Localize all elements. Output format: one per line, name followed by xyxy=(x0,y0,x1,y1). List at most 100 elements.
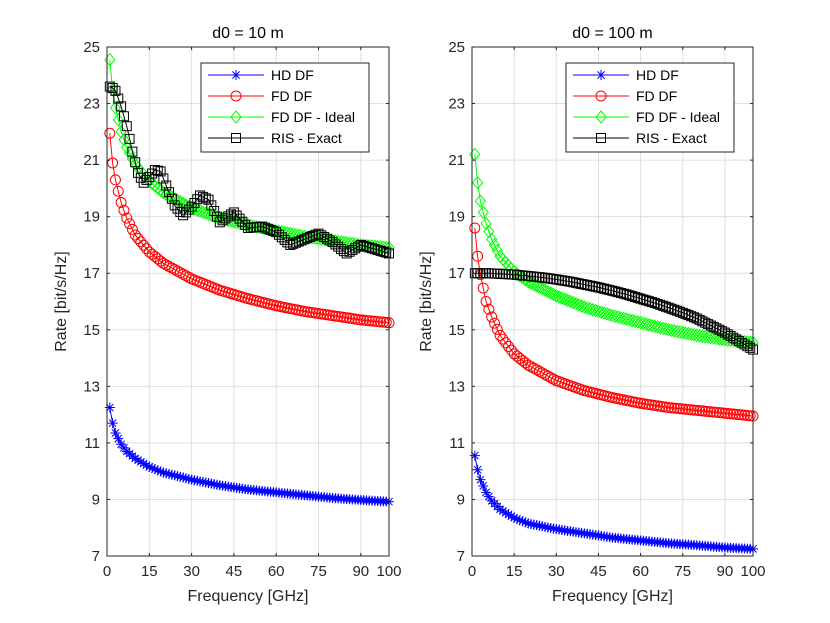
data-point xyxy=(481,487,492,498)
y-tick-label: 11 xyxy=(449,435,465,452)
data-point xyxy=(107,83,118,94)
data-point xyxy=(138,177,149,188)
data-point xyxy=(178,472,189,483)
data-point xyxy=(149,165,160,176)
data-point xyxy=(163,260,175,272)
data-point xyxy=(141,460,152,471)
data-point xyxy=(121,212,133,224)
data-point xyxy=(579,279,590,290)
data-point xyxy=(540,521,551,532)
data-point xyxy=(124,133,135,144)
data-point xyxy=(172,265,183,277)
data-point xyxy=(109,101,122,115)
data-point xyxy=(725,330,736,341)
data-point xyxy=(324,235,335,246)
y-tick-label: 21 xyxy=(448,152,465,169)
data-point xyxy=(113,433,124,444)
data-point xyxy=(293,236,304,247)
data-point xyxy=(169,200,180,211)
data-point xyxy=(116,439,127,450)
data-point xyxy=(271,227,282,238)
data-point xyxy=(582,280,593,291)
data-point xyxy=(107,418,118,429)
data-point xyxy=(138,239,150,251)
data-point xyxy=(127,146,138,157)
y-axis-title: Rate [bit/s/Hz] xyxy=(418,251,435,351)
data-point xyxy=(130,157,141,168)
data-point xyxy=(471,175,484,190)
data-point xyxy=(160,187,172,201)
data-point xyxy=(542,284,554,299)
data-point xyxy=(561,293,574,308)
data-point xyxy=(161,468,172,479)
legend-box xyxy=(200,62,370,153)
data-point xyxy=(472,250,484,262)
data-point xyxy=(175,471,186,482)
data-point xyxy=(302,233,313,244)
x-tick-label: 75 xyxy=(674,563,691,580)
data-point xyxy=(189,475,200,486)
data-point xyxy=(126,151,139,166)
legend: HD DF FD DF FD DF - Ideal RIS - Exact xyxy=(200,62,370,153)
data-point xyxy=(649,297,660,308)
data-point xyxy=(166,469,177,480)
data-point xyxy=(361,241,372,252)
data-point xyxy=(104,127,116,139)
data-point xyxy=(160,259,172,271)
data-point xyxy=(169,264,181,276)
data-point xyxy=(719,327,730,338)
data-point xyxy=(116,101,127,112)
data-point xyxy=(525,361,537,373)
data-point xyxy=(545,286,557,300)
data-point xyxy=(621,289,632,300)
data-point xyxy=(641,295,652,306)
data-point xyxy=(632,292,643,303)
data-point xyxy=(646,297,657,308)
y-tick-label: 25 xyxy=(83,39,100,56)
data-point xyxy=(164,187,175,198)
y-tick-label: 17 xyxy=(83,265,100,282)
data-point xyxy=(155,255,167,267)
data-point xyxy=(144,172,155,183)
data-point xyxy=(110,85,121,96)
legend-marker xyxy=(230,90,242,102)
data-point xyxy=(107,157,119,169)
data-point xyxy=(174,267,186,279)
data-point xyxy=(123,146,136,160)
data-point xyxy=(372,245,383,256)
data-point xyxy=(530,279,543,293)
data-point xyxy=(234,213,245,224)
legend-entry: RIS - Exact xyxy=(573,130,707,146)
data-point xyxy=(115,125,127,139)
data-point xyxy=(231,210,242,221)
data-point xyxy=(367,243,378,254)
data-point xyxy=(164,468,175,479)
data-point xyxy=(157,257,169,269)
data-point xyxy=(140,243,152,255)
y-tick-label: 7 xyxy=(92,548,100,565)
data-point xyxy=(537,521,548,532)
data-point xyxy=(177,268,189,280)
data-point xyxy=(652,298,663,309)
data-point xyxy=(570,277,581,288)
data-point xyxy=(488,317,500,329)
data-point xyxy=(130,453,141,464)
data-point xyxy=(155,466,166,477)
data-point xyxy=(192,475,203,486)
data-point xyxy=(217,215,228,226)
data-point xyxy=(469,222,481,234)
data-point xyxy=(163,188,175,203)
chart-title: d0 = 10 m xyxy=(212,25,284,42)
data-point xyxy=(211,479,222,490)
data-point xyxy=(161,180,172,191)
x-tick-label: 15 xyxy=(141,563,158,580)
legend-label: FD DF xyxy=(636,88,677,104)
legend-marker xyxy=(231,133,241,143)
data-point xyxy=(158,467,169,478)
series-ris-exact xyxy=(469,268,758,355)
data-point xyxy=(495,504,506,515)
data-point xyxy=(223,211,234,222)
data-point xyxy=(474,194,487,208)
data-point xyxy=(480,216,492,231)
data-point xyxy=(115,197,127,209)
